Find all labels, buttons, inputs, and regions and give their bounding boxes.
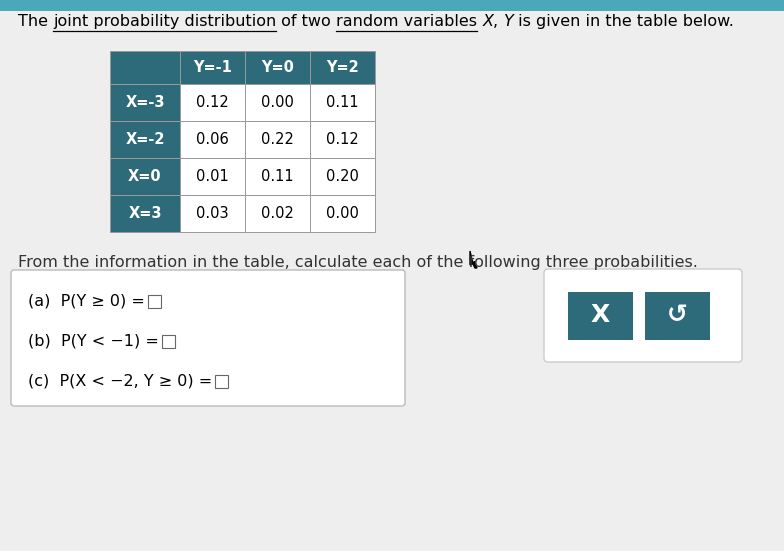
Text: The: The: [18, 14, 53, 29]
Text: 0.01: 0.01: [196, 169, 229, 184]
Bar: [180, 121, 245, 158]
Text: Y=0: Y=0: [261, 60, 294, 75]
Text: From the information in the table, calculate each of the following three probabi: From the information in the table, calcu…: [18, 255, 698, 270]
Text: (b)  P(Y < −1) =: (b) P(Y < −1) =: [28, 333, 159, 348]
Bar: [110, 51, 180, 84]
Text: (a)  P(Y ≥ 0) =: (a) P(Y ≥ 0) =: [28, 294, 145, 309]
Bar: [148, 294, 161, 307]
Text: 0.20: 0.20: [326, 169, 359, 184]
Text: is given in the table below.: is given in the table below.: [514, 14, 735, 29]
Bar: [0, 0, 784, 11]
Bar: [245, 195, 310, 232]
Bar: [245, 51, 310, 84]
Text: random variables: random variables: [336, 14, 477, 29]
Bar: [180, 51, 245, 84]
Bar: [180, 195, 245, 232]
Bar: [310, 195, 375, 232]
Text: 0.12: 0.12: [196, 95, 229, 110]
Text: X=-3: X=-3: [125, 95, 165, 110]
Text: Y=2: Y=2: [326, 60, 359, 75]
Text: Y: Y: [503, 14, 514, 29]
Text: (c)  P(X < −2, Y ≥ 0) =: (c) P(X < −2, Y ≥ 0) =: [28, 374, 212, 388]
Bar: [180, 84, 245, 121]
Text: of two: of two: [277, 14, 336, 29]
Text: 0.00: 0.00: [261, 95, 294, 110]
Bar: [310, 121, 375, 158]
Bar: [645, 291, 710, 339]
Text: X=0: X=0: [129, 169, 162, 184]
Bar: [568, 291, 633, 339]
Text: 0.00: 0.00: [326, 206, 359, 221]
Bar: [110, 121, 180, 158]
Bar: [110, 158, 180, 195]
Bar: [310, 51, 375, 84]
Bar: [162, 334, 175, 348]
FancyBboxPatch shape: [544, 269, 742, 362]
Text: X: X: [591, 304, 610, 327]
Text: X: X: [482, 14, 493, 29]
FancyBboxPatch shape: [11, 270, 405, 406]
Bar: [245, 158, 310, 195]
Text: 0.02: 0.02: [261, 206, 294, 221]
Text: ↺: ↺: [667, 304, 688, 327]
Text: 0.03: 0.03: [196, 206, 229, 221]
Bar: [180, 158, 245, 195]
Text: X=-2: X=-2: [125, 132, 165, 147]
Text: joint probability distribution: joint probability distribution: [53, 14, 277, 29]
Bar: [245, 121, 310, 158]
Text: ,: ,: [493, 14, 503, 29]
Text: 0.11: 0.11: [261, 169, 294, 184]
Text: X=3: X=3: [129, 206, 162, 221]
Polygon shape: [470, 251, 477, 268]
Text: 0.12: 0.12: [326, 132, 359, 147]
Text: Y=-1: Y=-1: [193, 60, 232, 75]
Bar: [310, 158, 375, 195]
Bar: [216, 375, 228, 387]
Text: 0.22: 0.22: [261, 132, 294, 147]
Bar: [110, 195, 180, 232]
Text: 0.06: 0.06: [196, 132, 229, 147]
Bar: [110, 84, 180, 121]
Bar: [310, 84, 375, 121]
Text: 0.11: 0.11: [326, 95, 359, 110]
Bar: [245, 84, 310, 121]
